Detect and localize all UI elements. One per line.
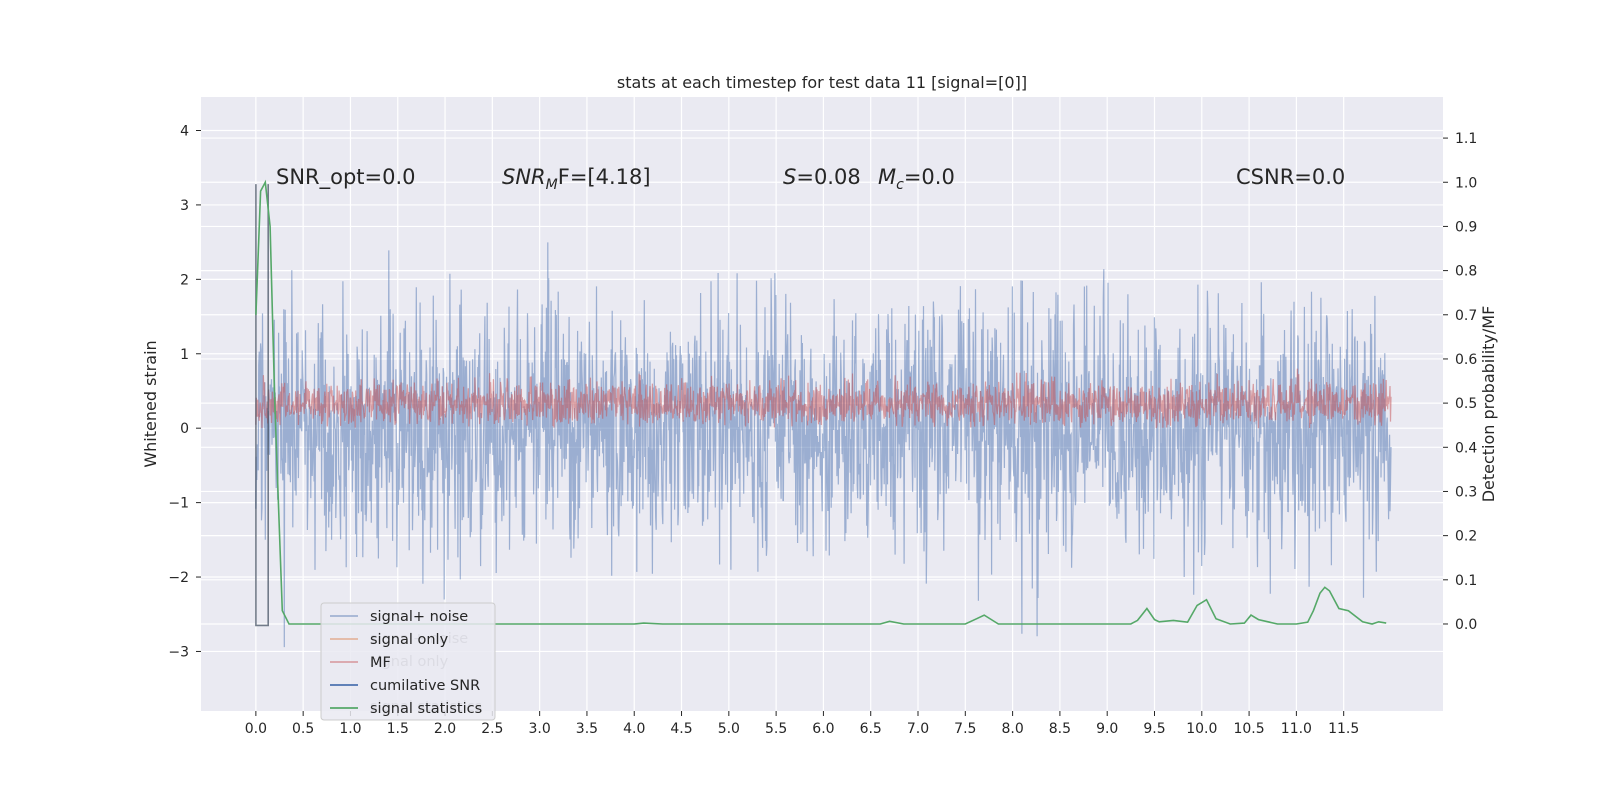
x-tick-label: 11.5 xyxy=(1328,721,1359,737)
x-axis-ticks: 0.0 0.5 1.0 1.5 2.0 2.5 3.0 3.5 4.0 4.5 5.0 5.5 6.0 6… xyxy=(245,711,1359,737)
x-tick-label: 6.0 xyxy=(812,721,834,737)
legend-ghost-2: signal only xyxy=(370,654,449,670)
legend-label-signal-noise: signal+ noise xyxy=(370,609,468,625)
legend-label-signal-only: signal only xyxy=(370,632,449,648)
y2-tick-label: 0.7 xyxy=(1455,308,1477,324)
y-tick-label: −1 xyxy=(168,496,189,512)
y2-tick-label: 1.1 xyxy=(1455,131,1477,147)
annotation-mc-main: M xyxy=(878,165,896,189)
chart-title: stats at each timestep for test data 11 … xyxy=(617,73,1027,92)
y-tick-label: 2 xyxy=(180,272,189,288)
y2-tick-label: 0.1 xyxy=(1455,573,1477,589)
y2-axis-title: Detection probability/MF xyxy=(1479,306,1498,503)
annotation-mc-rest: =0.0 xyxy=(904,165,955,189)
y2-axis-ticks: 0.0 0.1 0.2 0.3 0.4 0.5 0.6 0.7 0.8 0.9 1.0 1.1 xyxy=(1443,131,1477,633)
legend-ghost-3: signal statistics xyxy=(370,699,482,715)
annotation-s: S=0.08 xyxy=(783,165,861,189)
x-tick-label: 10.0 xyxy=(1186,721,1217,737)
x-tick-label: 7.5 xyxy=(954,721,976,737)
x-tick-label: 4.5 xyxy=(670,721,692,737)
x-tick-label: 1.0 xyxy=(339,721,361,737)
x-tick-label: 3.0 xyxy=(529,721,551,737)
y-axis-ticks: −3 −2 −1 0 1 2 3 4 xyxy=(168,123,201,660)
x-tick-label: 1.5 xyxy=(387,721,409,737)
x-tick-label: 3.5 xyxy=(576,721,598,737)
x-tick-label: 8.5 xyxy=(1049,721,1071,737)
legend-label-mf: MF xyxy=(370,655,391,671)
y2-tick-label: 0.0 xyxy=(1455,617,1477,633)
y2-tick-label: 0.3 xyxy=(1455,484,1477,500)
y-tick-label: 0 xyxy=(180,421,189,437)
series-mf xyxy=(255,368,1392,429)
annotation-s-rest: =0.08 xyxy=(796,165,860,189)
legend-ghost-text: signal+ noise signal only signal statist… xyxy=(370,631,482,715)
y2-tick-label: 0.8 xyxy=(1455,264,1477,280)
x-tick-label: 8.0 xyxy=(1001,721,1023,737)
y-tick-label: −2 xyxy=(168,570,189,586)
annotation-s-main: S xyxy=(783,165,796,189)
y-tick-label: 1 xyxy=(180,347,189,363)
x-tick-label: 6.5 xyxy=(860,721,882,737)
x-tick-label: 0.5 xyxy=(292,721,314,737)
x-tick-label: 7.0 xyxy=(907,721,929,737)
y2-tick-label: 0.9 xyxy=(1455,219,1477,235)
x-tick-label: 2.5 xyxy=(481,721,503,737)
legend-label-signal-statistics: signal statistics xyxy=(370,701,482,717)
annotation-csnr: CSNR=0.0 xyxy=(1236,165,1345,189)
annotation-mc-sub: c xyxy=(896,177,904,193)
x-tick-label: 2.0 xyxy=(434,721,456,737)
x-tick-label: 11.0 xyxy=(1281,721,1312,737)
x-tick-label: 9.0 xyxy=(1096,721,1118,737)
x-tick-label: 0.0 xyxy=(245,721,267,737)
x-tick-label: 10.5 xyxy=(1233,721,1264,737)
x-tick-label: 4.0 xyxy=(623,721,645,737)
annotation-snr-mf-main: SNR xyxy=(502,165,546,189)
y-tick-label: 4 xyxy=(180,123,189,139)
y2-tick-label: 0.2 xyxy=(1455,529,1477,545)
noise-series-layer xyxy=(255,242,1392,648)
y2-tick-label: 1.0 xyxy=(1455,175,1477,191)
annotation-snr-mf-sub: M xyxy=(546,177,558,193)
legend-box xyxy=(320,602,496,721)
legend: signal+ noise signal only signal statist… xyxy=(320,602,496,721)
legend-label-cumilative-snr: cumilative SNR xyxy=(370,678,480,694)
y-tick-label: −3 xyxy=(168,644,189,660)
annotation-snr-opt: SNR_opt=0.0 xyxy=(276,165,416,190)
series-signal-noise xyxy=(255,242,1392,648)
x-tick-label: 5.5 xyxy=(765,721,787,737)
x-tick-label: 9.5 xyxy=(1143,721,1165,737)
y-axis-title: Whitened strain xyxy=(141,340,160,467)
y-tick-label: 3 xyxy=(180,198,189,214)
y2-tick-label: 0.6 xyxy=(1455,352,1477,368)
series-cumilative-snr xyxy=(255,184,270,627)
y2-tick-label: 0.5 xyxy=(1455,396,1477,412)
annotation-mc: Mc=0.0 xyxy=(878,165,955,193)
legend-ghost-1: signal+ noise xyxy=(370,631,468,647)
y2-tick-label: 0.4 xyxy=(1455,440,1477,456)
annotation-snr-mf: SNRMF=[4.18] xyxy=(502,165,651,193)
annotation-snr-mf-rest: F=[4.18] xyxy=(558,165,651,189)
x-tick-label: 5.0 xyxy=(718,721,740,737)
